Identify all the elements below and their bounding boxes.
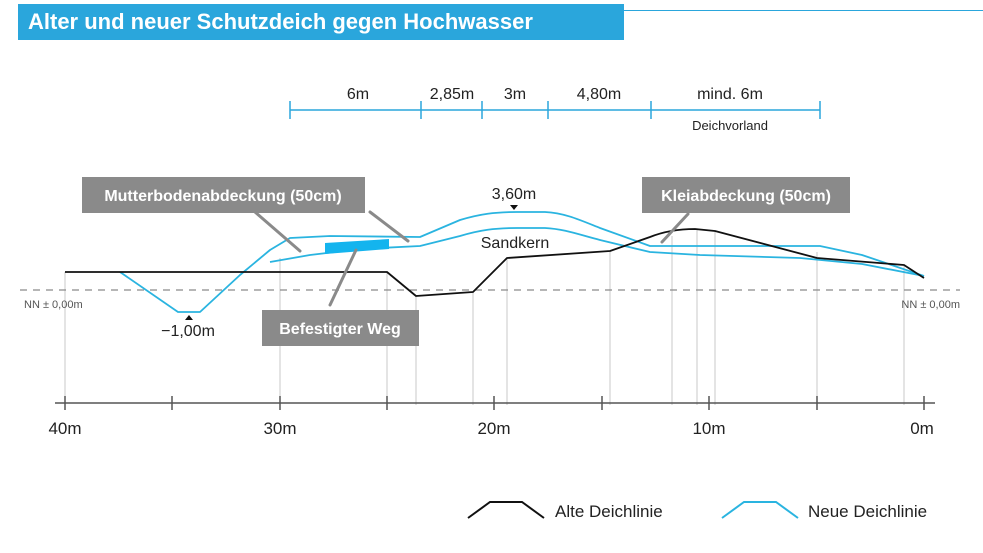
guide-lines (64, 230, 905, 405)
dimension-segment-2-85m: 2,85m (430, 86, 474, 103)
dimension-bar (289, 101, 821, 119)
dimension-segment-6m: 6m (347, 86, 369, 103)
new-dike-line (119, 211, 925, 313)
legend-new-label: Neue Deichlinie (808, 502, 927, 521)
callout-topsoil-box (82, 177, 365, 213)
old-dike-line (65, 228, 925, 297)
road-surface (325, 239, 389, 254)
callout-clay-box (642, 177, 850, 213)
trench-depth-label: −1,00m (161, 323, 215, 340)
callout-topsoil: Mutterbodenabdeckung (50cm) (104, 188, 341, 205)
core-label: Sandkern (481, 235, 550, 252)
legend-old-swatch (467, 501, 545, 519)
crest-height-label: 3,60m (492, 186, 536, 203)
axis-tick-10m: 10m (692, 419, 725, 438)
nn-label-right: NN ± 0,00m (901, 299, 960, 311)
callout-road: Befestigter Weg (279, 321, 401, 338)
legend: Alte Deichlinie Neue Deichlinie (467, 501, 927, 521)
legend-old-label: Alte Deichlinie (555, 502, 663, 521)
distance-axis (55, 396, 935, 410)
dimension-segment-4-80m: 4,80m (577, 86, 621, 103)
callout-road-box (262, 310, 419, 346)
callout-pointers (253, 210, 690, 307)
axis-tick-20m: 20m (477, 419, 510, 438)
crest-marker (510, 205, 518, 210)
legend-new-swatch (721, 501, 799, 519)
nn-label-left: NN ± 0,00m (24, 299, 83, 311)
axis-tick-30m: 30m (263, 419, 296, 438)
axis-tick-40m: 40m (48, 419, 81, 438)
dimension-segment-mind-6m: mind. 6m (697, 86, 763, 103)
dimension-segment-3m: 3m (504, 86, 526, 103)
page-title: Alter und neuer Schutzdeich gegen Hochwa… (28, 9, 533, 34)
title-banner: Alter und neuer Schutzdeich gegen Hochwa… (18, 4, 624, 40)
trench-marker (185, 315, 193, 320)
callout-clay: Kleiabdeckung (50cm) (661, 188, 831, 205)
axis-tick-0m: 0m (910, 419, 934, 438)
title-rule (624, 10, 983, 11)
foreland-label: Deichvorland (692, 118, 768, 133)
